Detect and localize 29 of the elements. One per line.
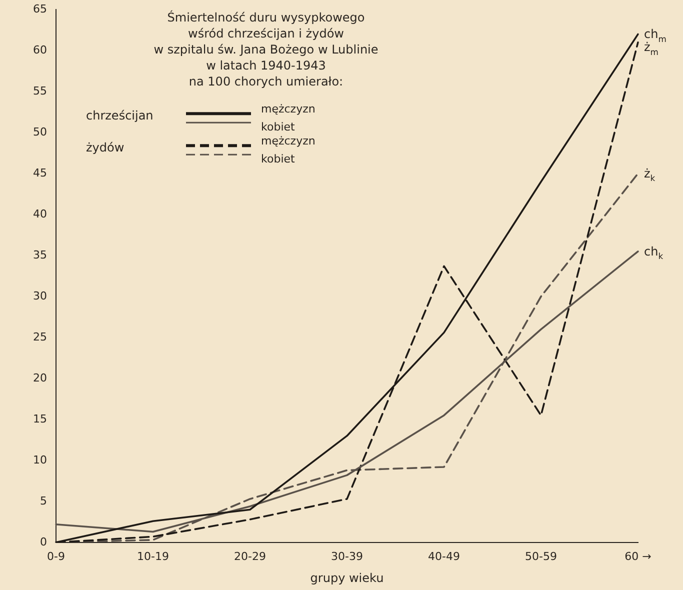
x-tick-label: 0-9: [47, 550, 65, 563]
y-tick-label: 35: [32, 248, 47, 262]
y-tick-label: 20: [32, 371, 47, 384]
annotation: żydów: [86, 140, 124, 155]
annotation: chrześcijan: [86, 108, 154, 123]
annotation: kobiet: [260, 152, 296, 166]
y-tick-label: 40: [32, 207, 47, 220]
y-tick-label: 55: [32, 84, 47, 98]
y-tick-label: 45: [32, 166, 47, 180]
x-tick-label: 50-59: [525, 550, 557, 563]
y-tick-label: 15: [32, 412, 47, 426]
x-tick-label: 30-39: [331, 550, 363, 563]
y-tick-label: 25: [32, 330, 47, 344]
x-tick-label: 10-19: [137, 550, 169, 563]
y-tick-label: 60: [32, 43, 47, 56]
annotation: mężczyzn: [260, 102, 316, 116]
x-axis-title: grupy wieku: [310, 570, 384, 585]
x-tick-label: 40-49: [428, 550, 460, 563]
y-tick-label: 0: [40, 535, 47, 548]
y-tick-label: 30: [32, 289, 47, 302]
y-tick-label: 65: [32, 2, 47, 16]
y-tick-label: 10: [32, 453, 47, 466]
annotation: kobiet: [260, 120, 296, 134]
annotation: mężczyzn: [260, 134, 316, 148]
text: Śmiertelność duru wysypkowego wśród chrześcijan i żydów w szpitalu św. Jana Bożego w Lublinie w latach 1940-1943 na 100 chorych umierało:: [154, 10, 378, 89]
y-tick-label: 5: [40, 494, 47, 508]
x-tick-label: 20-29: [234, 550, 266, 563]
y-tick-label: 50: [32, 125, 47, 138]
x-tick-label: 60 →: [624, 550, 652, 563]
